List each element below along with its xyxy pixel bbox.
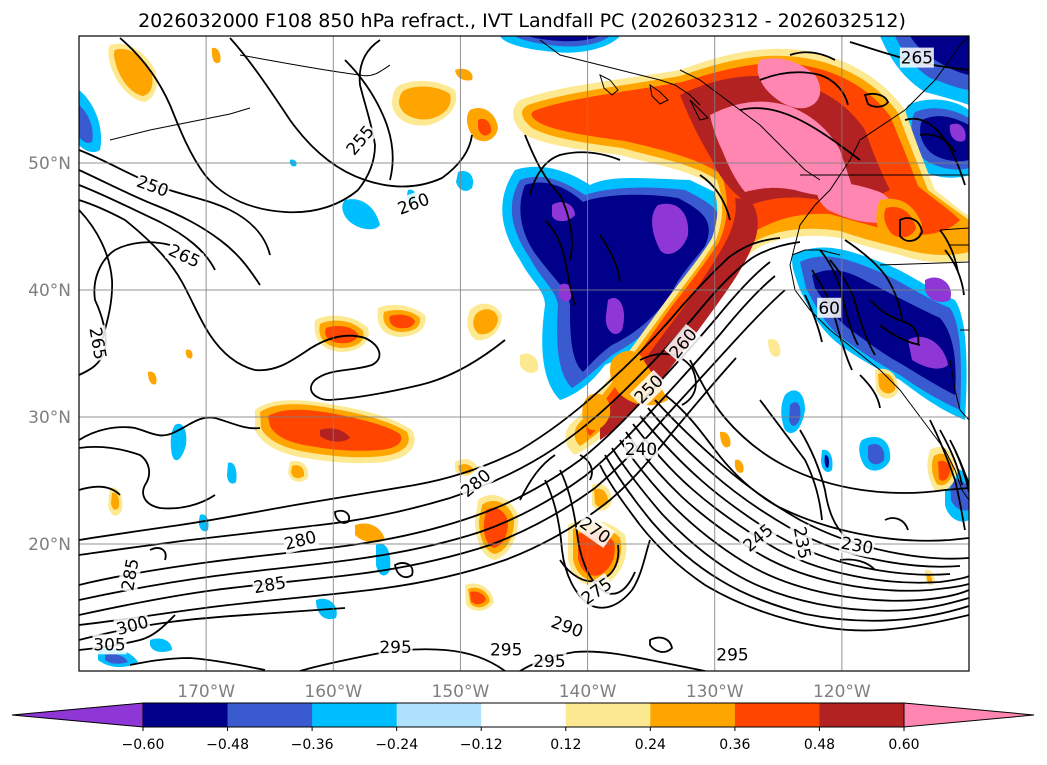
contour-label-text: 60 (818, 299, 840, 319)
contour-label-backdrop (281, 526, 320, 555)
contour-label: 305 (92, 634, 127, 655)
contour-label-backdrop (251, 571, 289, 598)
contour-label-backdrop (489, 639, 524, 660)
colorbar-tick-label: 0.60 (888, 737, 919, 753)
contour-label-backdrop (715, 644, 750, 665)
lon-tick-label: 170°W (177, 682, 235, 702)
colorbar-swatch (396, 703, 482, 727)
colorbar-tick-label: 0.48 (804, 737, 835, 753)
contour-label-backdrop (738, 519, 778, 557)
colorbar-swatch (227, 703, 313, 727)
contour-label: 295 (715, 644, 750, 665)
contour-label-backdrop (393, 188, 433, 219)
colorbar-tick-label: 0.12 (550, 737, 581, 753)
contour-label-text: 295 (379, 638, 411, 658)
contour-label-text: 295 (716, 645, 748, 665)
contour-label: 295 (532, 650, 567, 672)
lon-tick-label: 160°W (304, 682, 362, 702)
contour-label-backdrop (113, 611, 152, 640)
contour-label-backdrop (789, 524, 816, 562)
colorbar-swatch (143, 703, 229, 727)
colorbar-swatch (734, 703, 820, 727)
contour-label: 295 (378, 636, 413, 658)
contour-label: 235 (789, 524, 816, 562)
colorbar-tick-label: 0.36 (719, 737, 750, 753)
colorbar-tick-label: −0.12 (460, 737, 503, 753)
map-frame (78, 35, 970, 672)
contour-label: 240 (623, 438, 658, 460)
contour-label-backdrop (85, 324, 111, 362)
contour-label-backdrop (629, 369, 668, 409)
contour-label-backdrop (92, 634, 127, 655)
contour-label: 285 (251, 571, 289, 598)
lon-tick-label: 150°W (432, 682, 490, 702)
lat-tick-label: 50°N (28, 154, 71, 174)
contour-label-backdrop (117, 556, 143, 593)
lon-tick-label: 120°W (813, 682, 871, 702)
negative-anomaly-regions (79, 36, 969, 668)
contour-label-backdrop (575, 512, 615, 548)
refractivity-contours (79, 37, 969, 671)
lon-tick-label: 130°W (686, 682, 744, 702)
contour-label-backdrop (817, 297, 842, 318)
contour-label: 295 (489, 639, 524, 660)
contour-label-text: 295 (533, 652, 565, 672)
lat-tick-labels: 50°N 40°N 30°N 20°N (28, 154, 71, 555)
contour-label-text: 240 (625, 440, 657, 460)
contour-label-backdrop (838, 532, 876, 559)
colorbar-tick-label: −0.36 (291, 737, 334, 753)
contour-label-backdrop (133, 170, 173, 202)
colorbar-tick-label: −0.48 (206, 737, 249, 753)
contour-label-text: 295 (490, 640, 522, 660)
contour-label: 60 (817, 297, 842, 319)
contour-label-backdrop (547, 611, 587, 642)
contour-label: 265 (899, 47, 934, 69)
contour-label: 230 (838, 532, 876, 559)
contour-label: 265 (164, 239, 205, 273)
colorbar-tick-label: 0.24 (635, 737, 666, 753)
contour-label-backdrop (664, 323, 702, 363)
colorbar-tick-label: −0.24 (375, 737, 418, 753)
contour-label-backdrop (899, 47, 934, 68)
contour-label-backdrop (532, 650, 567, 671)
colorbar: −0.60 −0.48 −0.36 −0.24 −0.12 0.12 0.24 0.36 0.4… (11, 702, 1035, 753)
colorbar-swatch (312, 703, 398, 727)
colorbar-swatch (565, 703, 651, 727)
colorbar-swatch (650, 703, 736, 727)
colorbar-extend-max (903, 702, 1035, 728)
graticule (79, 36, 969, 671)
lat-tick-label: 20°N (28, 535, 71, 555)
contour-label-backdrop (623, 438, 658, 459)
contour-label-text: 265 (901, 49, 933, 69)
colorbar-outline (142, 702, 905, 728)
contour-label-backdrop (341, 120, 379, 160)
colorbar-tick-label: −0.60 (122, 737, 165, 753)
contour-label-backdrop (378, 636, 413, 657)
lon-tick-labels: 170°W 160°W 150°W 140°W 130°W 120°W (177, 682, 871, 702)
contour-label-backdrop (456, 464, 496, 502)
lat-tick-label: 30°N (28, 408, 71, 428)
contour-label-backdrop (576, 573, 617, 609)
colorbar-extend-min (11, 702, 144, 728)
lat-tick-label: 40°N (28, 281, 71, 301)
contour-label-backdrop (164, 239, 205, 272)
colorbar-swatch (481, 703, 567, 727)
lon-tick-label: 140°W (559, 682, 617, 702)
plot-title: 2026032000 F108 850 hPa refract., IVT La… (138, 10, 906, 32)
contour-label-text: 305 (93, 635, 125, 655)
colorbar-swatch (819, 703, 905, 727)
coastlines (109, 36, 969, 501)
